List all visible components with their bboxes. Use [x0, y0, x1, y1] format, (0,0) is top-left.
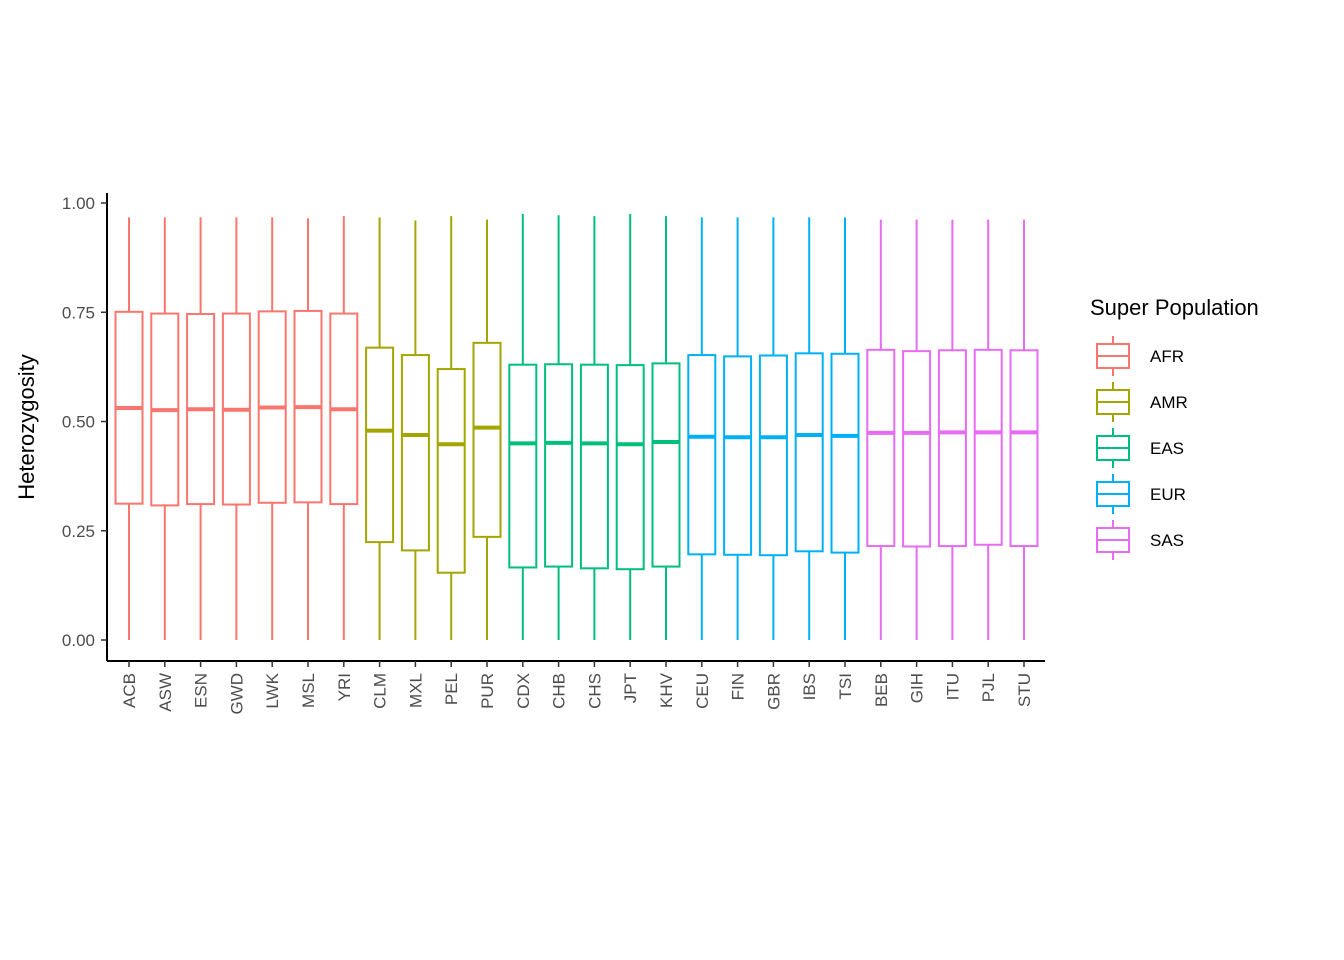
legend-label: SAS: [1150, 531, 1184, 550]
x-tick-label: ESN: [192, 673, 211, 708]
x-tick-label: TSI: [836, 673, 855, 699]
box-ibs: [794, 217, 824, 640]
box-mxl: [400, 220, 430, 640]
x-tick-label: GWD: [227, 673, 246, 715]
box-fin: [723, 217, 753, 640]
y-tick-label: 1.00: [62, 194, 95, 213]
box-iqr: [436, 368, 466, 574]
y-ticks: 0.00 0.25 0.50 0.75 1.00: [62, 194, 107, 650]
box-iqr: [1009, 349, 1039, 548]
box-iqr: [973, 348, 1003, 546]
box-lwk: [257, 217, 287, 640]
x-tick-label: CHS: [585, 673, 604, 709]
legend-label: AMR: [1150, 393, 1188, 412]
legend-label: AFR: [1150, 347, 1184, 366]
box-ceu: [687, 217, 717, 640]
x-tick-label: KHV: [657, 672, 676, 708]
box-iqr: [651, 362, 681, 568]
box-jpt: [615, 213, 645, 640]
x-tick-label: ASW: [156, 673, 175, 712]
box-cdx: [508, 213, 538, 640]
box-gbr: [758, 217, 788, 640]
legend-title: Super Population: [1090, 295, 1259, 320]
box-iqr: [365, 346, 395, 544]
box-gih: [902, 219, 932, 640]
x-ticks: ACB ASW ESN GWD LWK MSL YRI CLM MXL PEL PUR CDX CHB C…: [120, 661, 1034, 715]
x-tick-label: IBS: [800, 673, 819, 700]
legend-label: EAS: [1150, 439, 1184, 458]
box-yri: [329, 216, 359, 640]
x-tick-label: ITU: [943, 673, 962, 700]
x-tick-label: CEU: [693, 673, 712, 709]
box-khv: [651, 216, 681, 640]
box-clm: [365, 217, 395, 640]
box-gwd: [221, 217, 251, 640]
box-iqr: [615, 364, 645, 571]
y-tick-label: 0.50: [62, 413, 95, 432]
legend-label: EUR: [1150, 485, 1186, 504]
x-tick-label: FIN: [729, 673, 748, 700]
box-iqr: [758, 354, 788, 557]
legend-entry-afr: AFR: [1096, 336, 1184, 376]
box-iqr: [866, 348, 896, 548]
box-acb: [114, 217, 144, 640]
x-tick-label: PJL: [979, 673, 998, 702]
x-tick-label: MXL: [406, 673, 425, 708]
x-tick-label: CHB: [550, 673, 569, 709]
box-stu: [1009, 219, 1039, 640]
y-tick-label: 0.00: [62, 631, 95, 650]
x-tick-label: GIH: [908, 673, 927, 703]
x-tick-label: ACB: [120, 673, 139, 708]
box-asw: [150, 217, 180, 640]
legend-entry-eur: EUR: [1096, 474, 1186, 514]
box-chs: [579, 216, 609, 640]
box-pur: [472, 219, 502, 640]
box-beb: [866, 219, 896, 640]
box-iqr: [687, 354, 717, 556]
legend: Super Population AFR AMR EAS EUR SAS: [1090, 295, 1259, 560]
box-pel: [436, 216, 466, 640]
box-iqr: [400, 354, 430, 552]
x-tick-label: MSL: [299, 673, 318, 708]
legend-entry-eas: EAS: [1096, 428, 1184, 468]
x-tick-label: LWK: [263, 672, 282, 708]
y-tick-label: 0.75: [62, 303, 95, 322]
legend-entry-sas: SAS: [1096, 520, 1184, 560]
box-iqr: [544, 363, 574, 568]
box-iqr: [472, 341, 502, 538]
y-tick-label: 0.25: [62, 522, 95, 541]
box-itu: [937, 219, 967, 640]
x-tick-label: BEB: [872, 673, 891, 707]
box-esn: [186, 217, 216, 640]
x-tick-label: PUR: [478, 673, 497, 709]
boxes: [114, 213, 1039, 640]
axes: [106, 193, 1045, 662]
x-tick-label: JPT: [621, 673, 640, 703]
box-iqr: [937, 349, 967, 548]
box-iqr: [579, 363, 609, 570]
x-tick-label: PEL: [442, 673, 461, 705]
box-iqr: [794, 352, 824, 553]
x-tick-label: GBR: [764, 673, 783, 710]
x-tick-label: CDX: [514, 673, 533, 709]
box-iqr: [723, 355, 753, 556]
box-chb: [544, 215, 574, 640]
y-axis-title: Heterozygosity: [14, 354, 39, 500]
legend-entry-amr: AMR: [1096, 382, 1188, 422]
legend-entries: AFR AMR EAS EUR SAS: [1096, 336, 1188, 560]
box-iqr: [902, 350, 932, 548]
box-iqr: [508, 363, 538, 569]
box-tsi: [830, 217, 860, 640]
box-msl: [293, 218, 323, 640]
x-tick-label: CLM: [371, 673, 390, 709]
box-pjl: [973, 219, 1003, 640]
box-iqr: [830, 352, 860, 554]
x-tick-label: YRI: [335, 673, 354, 701]
x-tick-label: STU: [1015, 673, 1034, 707]
